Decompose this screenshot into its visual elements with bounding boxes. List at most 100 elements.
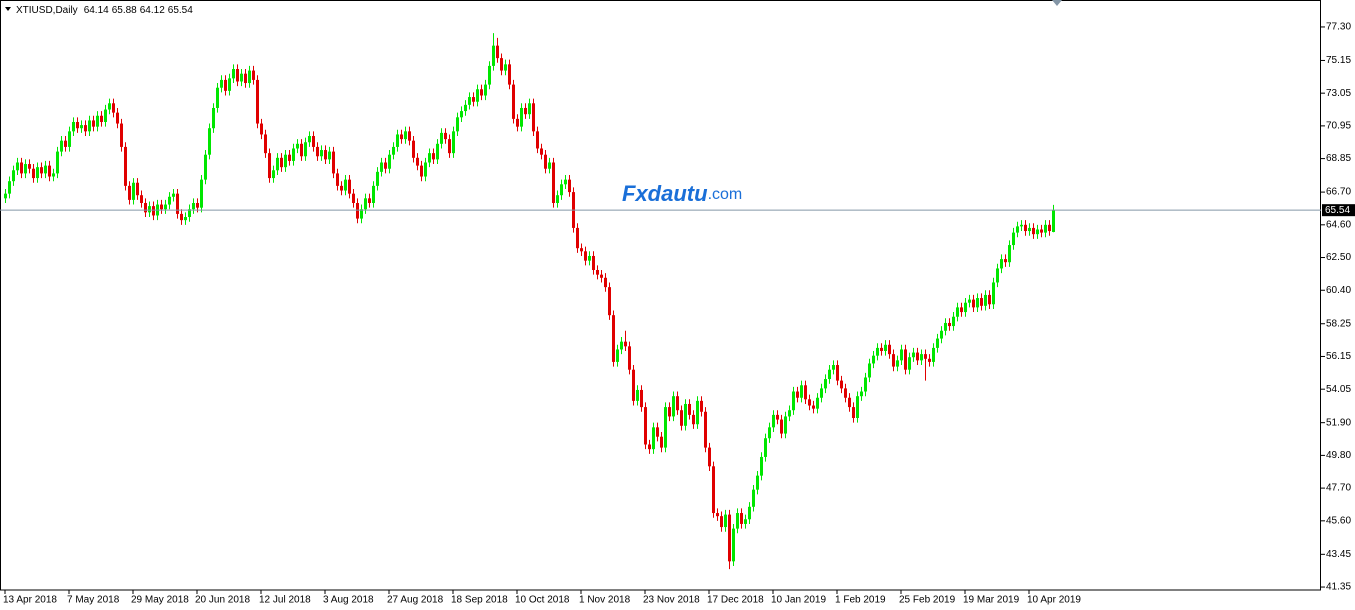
candle-body: [908, 357, 911, 370]
candle-body: [96, 115, 99, 127]
price-label-box: [1322, 204, 1355, 217]
candle-body: [752, 489, 755, 507]
candle-body: [164, 204, 167, 210]
candle-body: [636, 389, 639, 401]
chart-shift-marker: [1052, 0, 1062, 6]
candle-body: [60, 140, 63, 152]
candle-body: [696, 400, 699, 425]
candle-body: [632, 369, 635, 401]
candle-body: [568, 179, 571, 193]
candle-body: [596, 269, 599, 275]
watermark-domain: .com: [708, 186, 743, 203]
candle-body: [792, 391, 795, 411]
candle-body: [692, 414, 695, 425]
candle-body: [532, 103, 535, 132]
candle-body: [528, 103, 531, 115]
candle-body: [504, 64, 507, 71]
candle-body: [660, 436, 663, 448]
candle-body: [284, 154, 287, 168]
candle-body: [212, 107, 215, 129]
candle-body: [272, 170, 275, 179]
candle-body: [668, 407, 671, 417]
candle-body: [132, 182, 135, 200]
candle-body: [776, 414, 779, 420]
candle-body: [748, 506, 751, 520]
candle-body: [964, 302, 967, 313]
candle-body: [932, 347, 935, 362]
candle-body: [844, 388, 847, 398]
candle-body: [116, 112, 119, 124]
candle-body: [556, 195, 559, 204]
candle-body: [452, 131, 455, 154]
candle-body: [576, 227, 579, 249]
candle-body: [112, 103, 115, 113]
candle-body: [228, 78, 231, 91]
y-tick-label: 43.45: [1326, 549, 1351, 560]
candle-body: [516, 118, 519, 127]
candle-body: [380, 162, 383, 172]
candle-body: [956, 307, 959, 317]
candle-body: [588, 255, 591, 261]
candle-body: [92, 120, 95, 127]
y-tick-label: 47.70: [1326, 483, 1351, 494]
symbol-menu-arrow[interactable]: [5, 7, 11, 11]
x-tick-label: 10 Jan 2019: [771, 595, 826, 606]
candle-body: [992, 282, 995, 305]
candle-body: [108, 103, 111, 110]
candle-body: [888, 344, 891, 355]
candle-body: [852, 407, 855, 419]
x-tick-label: 12 Jul 2018: [259, 595, 311, 606]
candle-body: [512, 84, 515, 119]
candle-body: [856, 396, 859, 419]
candle-body: [204, 154, 207, 180]
candle-body: [1032, 227, 1035, 235]
candle-body: [916, 352, 919, 361]
candle-body: [80, 125, 83, 129]
candle-body: [580, 248, 583, 252]
candle-body: [280, 157, 283, 168]
y-tick-label: 49.80: [1326, 450, 1351, 461]
candle-body: [184, 217, 187, 221]
y-tick-label: 70.95: [1326, 121, 1351, 132]
candle-body: [412, 140, 415, 158]
candle-body: [1000, 259, 1003, 269]
candle-body: [644, 407, 647, 445]
candle-body: [56, 151, 59, 174]
candle-body: [208, 128, 211, 155]
price-label: 65.54: [1325, 205, 1350, 216]
candle-body: [648, 444, 651, 450]
candle-body: [84, 125, 87, 132]
candle-body: [800, 385, 803, 398]
y-tick-label: 77.30: [1326, 22, 1351, 33]
candle-body: [424, 162, 427, 177]
candle-body: [820, 388, 823, 398]
candle-body: [436, 143, 439, 160]
candle-body: [920, 354, 923, 361]
y-tick-label: 73.05: [1326, 88, 1351, 99]
candle-body: [740, 513, 743, 524]
candle-body: [32, 168, 35, 179]
candle-body: [188, 209, 191, 218]
candle-body: [268, 153, 271, 179]
candle-body: [384, 162, 387, 169]
candle-body: [468, 97, 471, 105]
candle-body: [120, 123, 123, 147]
y-tick-label: 60.40: [1326, 285, 1351, 296]
candle-body: [980, 298, 983, 306]
y-tick-label: 56.15: [1326, 351, 1351, 362]
x-tick-label: 7 May 2018: [67, 595, 120, 606]
candle-body: [344, 179, 347, 191]
candle-body: [896, 360, 899, 367]
candle-body: [940, 330, 943, 339]
candle-body: [952, 316, 955, 327]
candle-body: [404, 131, 407, 140]
candle-body: [984, 294, 987, 306]
watermark: Fxdautu.com: [622, 181, 742, 206]
candle-body: [312, 136, 315, 147]
candle-body: [216, 87, 219, 108]
candle-body: [52, 173, 55, 177]
candle-body: [880, 347, 883, 352]
candle-body: [972, 299, 975, 308]
candle-body: [236, 69, 239, 82]
x-tick-label: 29 May 2018: [131, 595, 189, 606]
